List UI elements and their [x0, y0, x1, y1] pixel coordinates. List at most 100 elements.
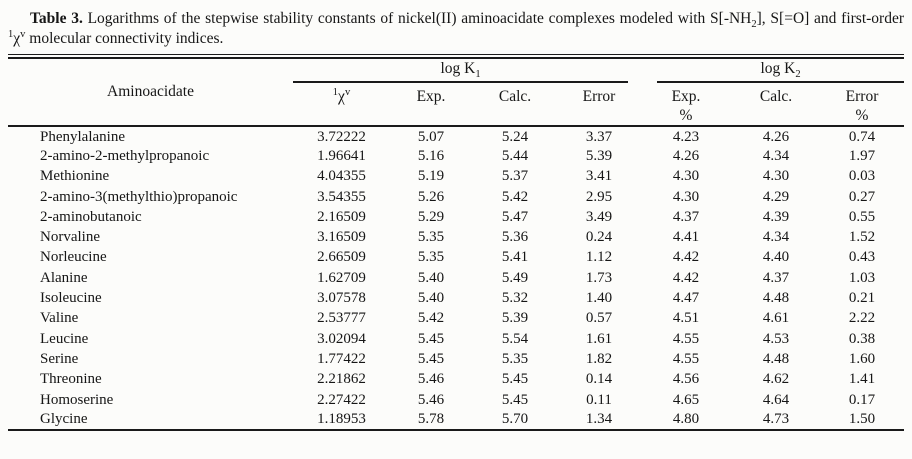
- table-row: Leucine 3.02094 5.45 5.54 1.61 4.55 4.53 0.38: [8, 329, 904, 349]
- unit-empty-chi: [293, 107, 390, 127]
- logk2-subscript: 2: [795, 69, 801, 81]
- cell-k2-exp-pct: 4.26: [672, 147, 700, 164]
- cell-k2-calc: 4.34: [762, 229, 790, 246]
- table-row: Alanine 1.62709 5.40 5.49 1.73 4.42 4.37 1.03: [8, 268, 904, 288]
- column-header-k1-exp: Exp.: [416, 88, 446, 105]
- unit-empty-k2-calc: [732, 107, 820, 127]
- cell-chi-v: 3.02094: [317, 330, 366, 347]
- cell-k2-error-pct: 0.03: [848, 168, 876, 185]
- cell-k2-calc: 4.62: [762, 371, 790, 388]
- cell-chi-v: 3.72222: [317, 129, 366, 146]
- table-row: 2-amino-3(methylthio)propanoic 3.54355 5.2…: [8, 187, 904, 207]
- cell-aminoacidate: Valine: [40, 310, 79, 327]
- cell-k1-calc: 5.32: [501, 290, 529, 307]
- cell-k1-calc: 5.39: [501, 310, 529, 327]
- cell-aminoacidate: Alanine: [40, 269, 88, 286]
- cell-k2-error-pct: 1.52: [848, 229, 876, 246]
- caption-chi-valence-superscript: v: [20, 28, 26, 40]
- cell-k2-exp-pct: 4.30: [672, 168, 700, 185]
- cell-k1-calc: 5.24: [501, 129, 529, 146]
- table-row: Norleucine 2.66509 5.35 5.41 1.12 4.42 4.40 0.4…: [8, 248, 904, 268]
- cell-aminoacidate: Norvaline: [40, 229, 100, 246]
- table-row: 2-amino-2-methylpropanoic 1.96641 5.16 5.44…: [8, 146, 904, 166]
- table-row: Serine 1.77422 5.45 5.35 1.82 4.55 4.48 1.60: [8, 349, 904, 369]
- cell-k1-exp: 5.40: [417, 290, 445, 307]
- cell-k1-calc: 5.54: [501, 330, 529, 347]
- cell-aminoacidate: Leucine: [40, 330, 89, 347]
- unit-empty-k1-exp: [390, 107, 472, 127]
- cell-k2-calc: 4.34: [762, 147, 790, 164]
- logk1-subscript: 1: [475, 69, 481, 81]
- cell-k1-error: 3.49: [585, 208, 613, 225]
- cell-k1-calc: 5.42: [501, 188, 529, 205]
- cell-k1-error: 1.73: [585, 269, 613, 286]
- cell-k2-calc: 4.48: [762, 350, 790, 367]
- cell-k2-calc: 4.30: [762, 168, 790, 185]
- cell-k1-error: 1.82: [585, 350, 613, 367]
- cell-chi-v: 3.07578: [317, 290, 366, 307]
- cell-aminoacidate: Serine: [40, 350, 79, 367]
- cell-k1-exp: 5.46: [417, 371, 445, 388]
- unit-k2-error-percent: %: [820, 107, 905, 127]
- group-header-logk1: log K1: [293, 59, 640, 83]
- cell-k2-exp-pct: 4.65: [672, 391, 700, 408]
- caption-nh2-subscript: 2: [751, 19, 757, 31]
- cell-k1-exp: 5.19: [417, 168, 445, 185]
- cell-k2-calc: 4.53: [762, 330, 790, 347]
- cell-k1-error: 3.41: [585, 168, 613, 185]
- top-rule-thin-line: [8, 54, 904, 55]
- cell-k1-calc: 5.47: [501, 208, 529, 225]
- cell-k2-error-pct: 1.03: [848, 269, 876, 286]
- cell-k1-exp: 5.26: [417, 188, 445, 205]
- cell-k1-calc: 5.45: [501, 371, 529, 388]
- cell-k1-error: 1.34: [585, 411, 613, 428]
- cell-k2-exp-pct: 4.56: [672, 371, 700, 388]
- cell-chi-v: 3.54355: [317, 188, 366, 205]
- cell-k2-error-pct: 1.41: [848, 371, 876, 388]
- caption-chi-order-superscript: 1: [8, 28, 14, 40]
- cell-aminoacidate: 2-amino-2-methylpropanoic: [40, 147, 210, 164]
- cell-k1-exp: 5.29: [417, 208, 445, 225]
- cell-k2-error-pct: 2.22: [848, 310, 876, 327]
- cell-k2-exp-pct: 4.51: [672, 310, 700, 327]
- cell-k1-exp: 5.35: [417, 249, 445, 266]
- unit-empty-k1-error: [558, 107, 640, 127]
- table-row: Methionine 4.04355 5.19 5.37 3.41 4.30 4.30 0.0…: [8, 167, 904, 187]
- cell-k2-error-pct: 1.60: [848, 350, 876, 367]
- cell-chi-v: 4.04355: [317, 168, 366, 185]
- cell-k1-exp: 5.78: [417, 411, 445, 428]
- unit-empty-k1-calc: [472, 107, 558, 127]
- cell-k2-error-pct: 0.74: [848, 129, 876, 146]
- cell-k1-error: 0.24: [585, 229, 613, 246]
- cell-k1-calc: 5.44: [501, 147, 529, 164]
- cell-k1-calc: 5.70: [501, 411, 529, 428]
- cell-aminoacidate: 2-aminobutanoic: [40, 208, 142, 225]
- column-header-chi-v: 1χv: [293, 83, 390, 107]
- cell-k1-exp: 5.40: [417, 269, 445, 286]
- cell-k2-error-pct: 1.50: [848, 411, 876, 428]
- cell-k1-error: 0.14: [585, 371, 613, 388]
- cell-k1-exp: 5.46: [417, 391, 445, 408]
- cell-chi-v: 2.27422: [317, 391, 366, 408]
- cell-k1-calc: 5.35: [501, 350, 529, 367]
- table-row: Glycine 1.18953 5.78 5.70 1.34 4.80 4.73 1.50: [8, 410, 904, 430]
- subheader-row: 1χv Exp. Calc. Error Exp. Calc. Error: [8, 83, 904, 107]
- cell-chi-v: 1.18953: [317, 411, 366, 428]
- column-header-k2-exp: Exp.: [671, 88, 701, 105]
- caption-text-2: ], S[=O] and first-order: [756, 10, 904, 27]
- table-row: Isoleucine 3.07578 5.40 5.32 1.40 4.47 4.48 0.2…: [8, 288, 904, 308]
- cell-k1-calc: 5.49: [501, 269, 529, 286]
- cell-k1-calc: 5.36: [501, 229, 529, 246]
- cell-chi-v: 3.16509: [317, 229, 366, 246]
- cell-k1-exp: 5.16: [417, 147, 445, 164]
- unit-row: % %: [8, 107, 905, 127]
- cell-k2-exp-pct: 4.30: [672, 188, 700, 205]
- cell-k2-exp-pct: 4.80: [672, 411, 700, 428]
- cell-k1-error: 1.61: [585, 330, 613, 347]
- column-header-k1-error: Error: [582, 88, 616, 105]
- cell-k1-exp: 5.45: [417, 350, 445, 367]
- cell-k1-calc: 5.45: [501, 391, 529, 408]
- logk1-label: log K1: [293, 60, 628, 83]
- cell-k2-exp-pct: 4.42: [672, 249, 700, 266]
- cell-k2-exp-pct: 4.47: [672, 290, 700, 307]
